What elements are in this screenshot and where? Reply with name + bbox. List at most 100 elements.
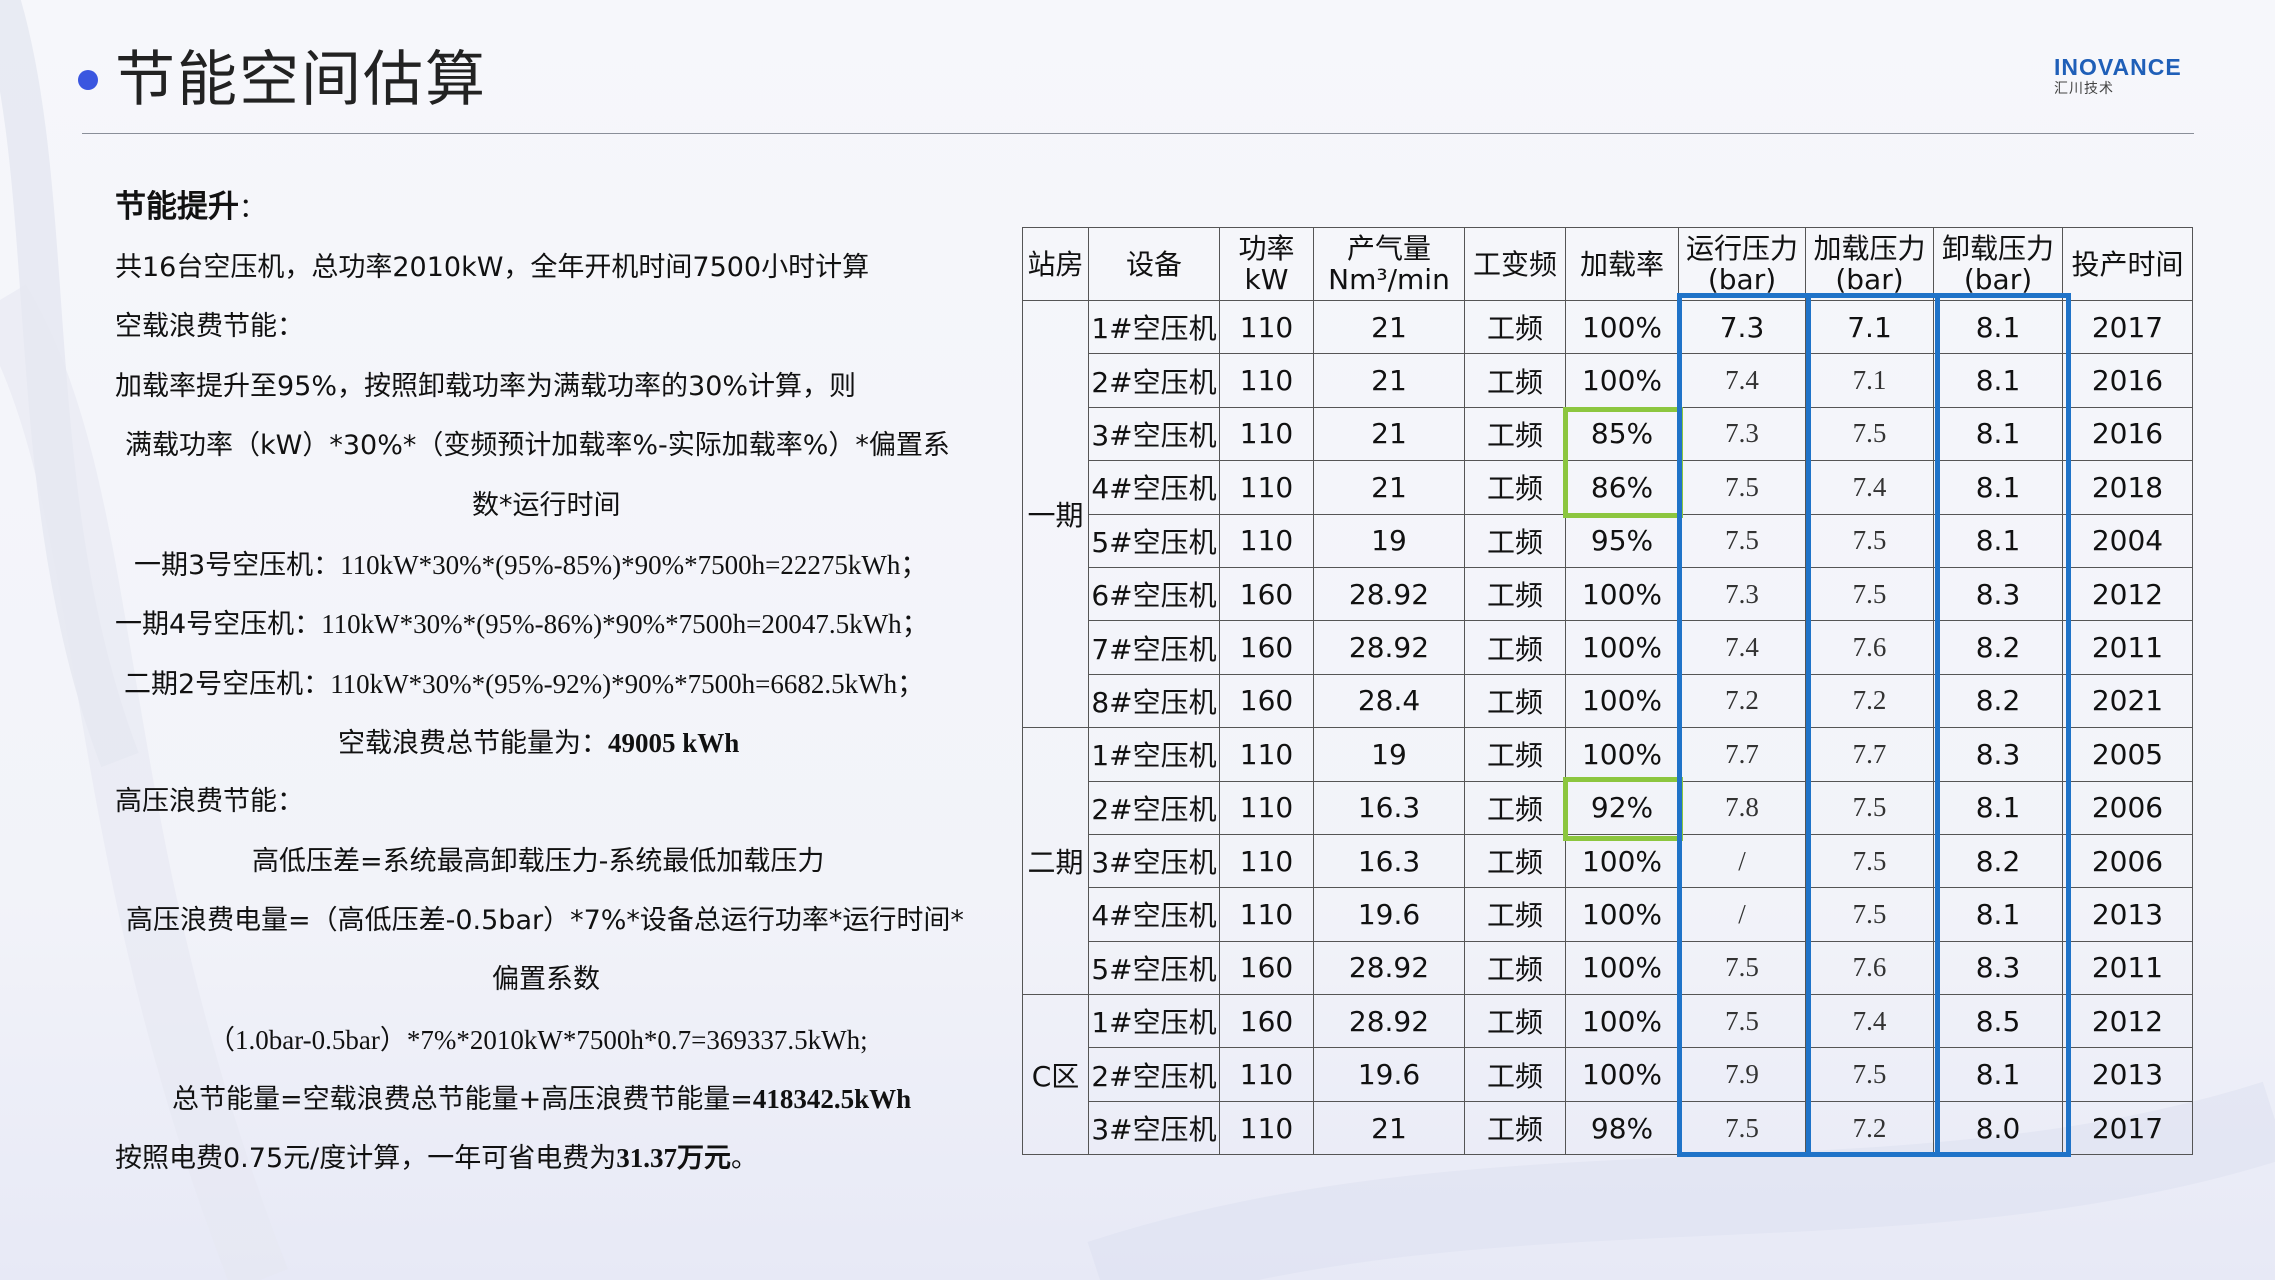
table-cell: 98%: [1565, 1100, 1679, 1156]
column-header: 产气量 Nm³/min: [1313, 227, 1465, 301]
table-cell: 8.3: [1933, 940, 2063, 996]
table-cell: 110: [1219, 727, 1314, 782]
table-cell: 2012: [2062, 566, 2193, 622]
table-cell: 5#空压机: [1088, 513, 1220, 568]
table-cell: 7.5: [1678, 940, 1806, 996]
table-cell: 8.1: [1933, 513, 2063, 568]
table-cell: 2018: [2062, 460, 2193, 515]
table-row: 8#空压机 160 28.4 工频 100% 7.2 7.2 8.2 2021: [1023, 673, 2193, 729]
hp-formula-line2: 偏置系数: [492, 964, 600, 995]
table-cell: 7.5: [1678, 513, 1806, 568]
table-header-row: 站房 设备 功率 kW 产气量 Nm³/min 工变频 加载率 运行压力 (bar) 加载压力 (ba…: [1022, 227, 2193, 301]
table-cell: 8.2: [1933, 673, 2063, 729]
table-cell: 3#空压机: [1088, 406, 1220, 462]
high-pressure-heading: 高压浪费节能：: [115, 786, 304, 817]
table-cell: 92%: [1565, 780, 1679, 835]
table-cell: 110: [1219, 513, 1314, 568]
title-bullet-icon: [78, 70, 98, 90]
table-row: 7#空压机 160 28.92 工频 100% 7.4 7.6 8.2 2011: [1023, 620, 2193, 675]
table-cell: 2004: [2062, 513, 2193, 568]
table-cell: 2012: [2062, 994, 2193, 1049]
table-cell: 工频: [1464, 406, 1566, 462]
low-load-highlight-phase1: [1563, 407, 1683, 518]
hp-calc: （1.0bar-0.5bar）*7%*2010kW*7500h*0.7=3693…: [208, 1025, 868, 1055]
total-savings: 总节能量=空载浪费总节能量+高压浪费节能量=418342.5kWh: [172, 1084, 912, 1115]
table-cell: 110: [1219, 353, 1314, 408]
table-cell: 8.1: [1933, 780, 2063, 835]
logo-wordmark: INOVANCE: [2054, 54, 2182, 80]
table-cell: 110: [1219, 887, 1314, 942]
table-cell: 7.2: [1805, 1100, 1934, 1156]
table-cell: 110: [1219, 833, 1314, 889]
compressor-table: 站房 设备 功率 kW 产气量 Nm³/min 工变频 加载率 运行压力 (bar) 加载压力 (ba…: [1022, 227, 2193, 1156]
table-cell: 7.5: [1678, 994, 1806, 1049]
table-cell: 160: [1219, 994, 1314, 1049]
table-cell: 工频: [1464, 940, 1566, 996]
table-cell: 5#空压机: [1088, 940, 1220, 996]
table-cell: 2006: [2062, 833, 2193, 889]
table-cell: 2017: [2062, 299, 2193, 355]
table-cell: 2#空压机: [1088, 1047, 1220, 1102]
table-row: 2#空压机 110 19.6 工频 100% 7.9 7.5 8.1 2013: [1023, 1047, 2193, 1102]
title-divider: [82, 133, 2194, 134]
table-cell: 21: [1313, 406, 1465, 462]
table-cell: 工频: [1464, 887, 1566, 942]
table-cell: 6#空压机: [1088, 566, 1220, 622]
table-cell: 4#空压机: [1088, 460, 1220, 515]
table-row: 3#空压机 110 21 工频 85% 7.3 7.5 8.1 2016: [1023, 406, 2193, 462]
table-cell: 19.6: [1313, 1047, 1465, 1102]
table-cell: 8.1: [1933, 406, 2063, 462]
table-cell: 2013: [2062, 1047, 2193, 1102]
table-cell: 工频: [1464, 673, 1566, 729]
table-cell: 2#空压机: [1088, 780, 1220, 835]
table-cell: 2011: [2062, 620, 2193, 675]
table-cell: 工频: [1464, 780, 1566, 835]
table-cell: 19.6: [1313, 887, 1465, 942]
calc-phase1-no4: 一期4号空压机：110kW*30%*(95%-86%)*90%*7500h=20…: [115, 609, 929, 640]
column-header: 设备: [1088, 227, 1220, 301]
table-cell: 7.5: [1805, 833, 1934, 889]
table-cell: 16.3: [1313, 833, 1465, 889]
table-cell: 110: [1219, 460, 1314, 515]
table-cell: 7.9: [1678, 1047, 1806, 1102]
table-cell: 工频: [1464, 994, 1566, 1049]
table-cell: 7.4: [1678, 620, 1806, 675]
table-cell: 28.4: [1313, 673, 1465, 729]
column-header: 加载率: [1565, 227, 1679, 301]
table-cell: 工频: [1464, 566, 1566, 622]
table-cell: 8.0: [1933, 1100, 2063, 1156]
table-cell: 2017: [2062, 1100, 2193, 1156]
table-cell: 110: [1219, 1047, 1314, 1102]
inovance-logo: INOVANCE 汇川技术: [2054, 54, 2184, 98]
table-cell: 19: [1313, 513, 1465, 568]
low-load-highlight-phase2: [1563, 777, 1683, 841]
table-cell: 8.5: [1933, 994, 2063, 1049]
table-cell: 7#空压机: [1088, 620, 1220, 675]
table-row: 3#空压机 110 21 工频 98% 7.5 7.2 8.0 2017: [1023, 1100, 2193, 1156]
table-cell: 工频: [1464, 353, 1566, 408]
table-cell: 8.1: [1933, 887, 2063, 942]
table-cell: 21: [1313, 299, 1465, 355]
table-cell: 16.3: [1313, 780, 1465, 835]
table-cell: 7.2: [1805, 673, 1934, 729]
table-cell: 28.92: [1313, 940, 1465, 996]
table-cell: 28.92: [1313, 994, 1465, 1049]
logo-subtitle: 汇川技术: [2054, 81, 2114, 97]
table-row: C区 1#空压机 160 28.92 工频 100% 7.5 7.4 8.5 2012: [1022, 994, 2193, 1156]
table-cell: 2#空压机: [1088, 353, 1220, 408]
table-cell: 7.7: [1805, 727, 1934, 782]
table-cell: 8.1: [1933, 353, 2063, 408]
table-row: 2#空压机 110 21 工频 100% 7.4 7.1 8.1 2016: [1023, 353, 2193, 408]
table-cell: 160: [1219, 673, 1314, 729]
table-cell: 86%: [1565, 460, 1679, 515]
table-cell: 160: [1219, 940, 1314, 996]
summary-line: 共16台空压机，总功率2010kW，全年开机时间7500小时计算: [115, 252, 870, 283]
table-cell: 110: [1219, 780, 1314, 835]
table-cell: 工频: [1464, 833, 1566, 889]
table-cell: 8#空压机: [1088, 673, 1220, 729]
table-cell: 工频: [1464, 1100, 1566, 1156]
table-cell: 2021: [2062, 673, 2193, 729]
table-cell: 7.6: [1805, 940, 1934, 996]
table-row: 4#空压机 110 19.6 工频 100%/7.5 8.1 2013: [1023, 887, 2193, 942]
pressure-divider-1: [1806, 293, 1811, 1157]
